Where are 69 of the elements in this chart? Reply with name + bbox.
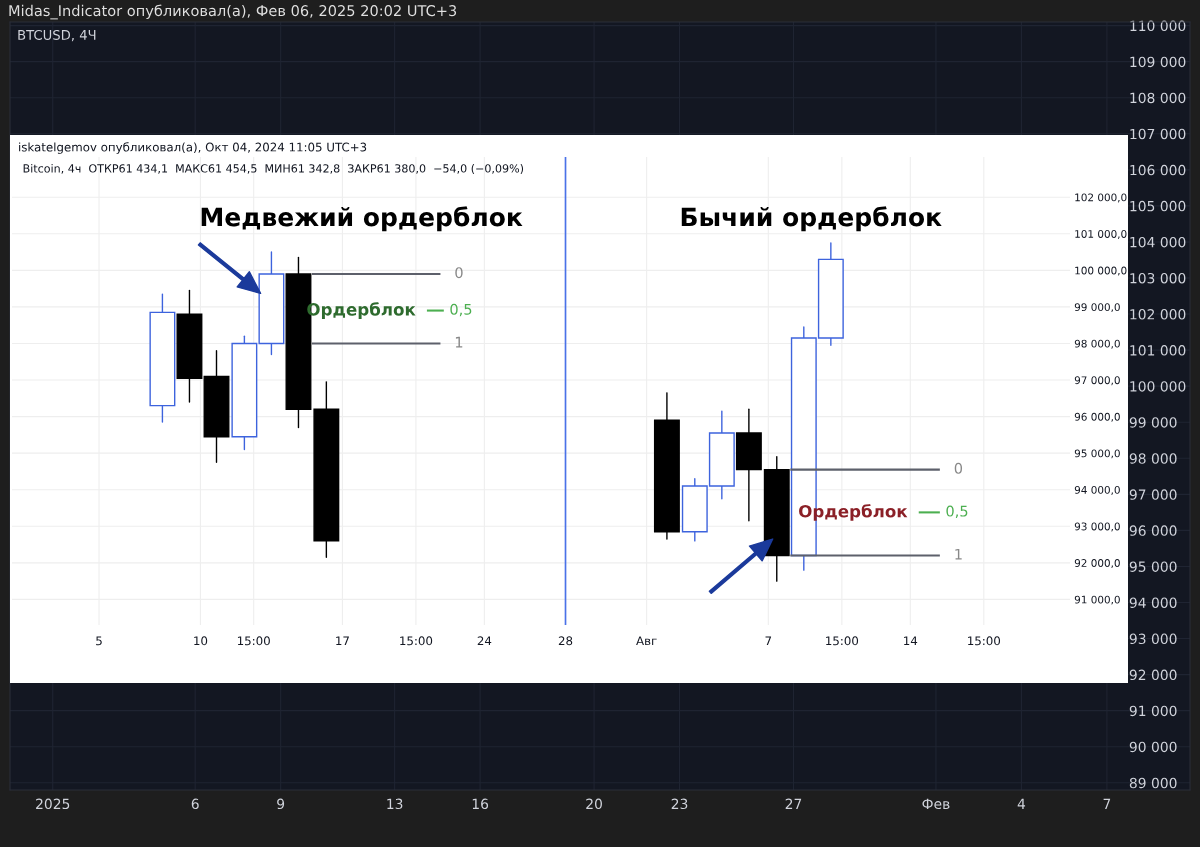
y-tick-label: 106 000 xyxy=(1130,164,1186,176)
chart-title: iskatelgemov опубликовал(а), Окт 04, 2024 11:05 UTC+3 xyxy=(19,142,367,154)
x-tick-label: 23 xyxy=(671,798,688,810)
y-tick-label: 102 000 xyxy=(1130,309,1186,320)
text: BTCUSD, 4Ч xyxy=(18,29,96,42)
x-tick-label: 28 xyxy=(558,636,573,646)
x-tick-label: Фев xyxy=(922,798,950,810)
y-tick-label: 94 000 xyxy=(1129,597,1177,608)
x-tick-label: 6 xyxy=(191,798,199,810)
x-tick-label: 16 xyxy=(472,798,489,810)
x-tick-label: 15:00 xyxy=(826,636,859,646)
x-tick-label: Авг xyxy=(636,636,657,646)
x-tick-label: 15:00 xyxy=(968,636,1001,646)
annotation: Медвежий ордерблок xyxy=(201,206,523,232)
y-tick-label: 91 000 xyxy=(1129,705,1177,717)
y-tick-label: 96 000,0 xyxy=(1074,412,1120,422)
x-tick-label: 15:00 xyxy=(237,636,270,646)
annotation: 0 xyxy=(455,267,463,279)
y-tick-label: 101 000 xyxy=(1130,345,1186,356)
y-tick-label: 95 000 xyxy=(1129,561,1177,572)
x-tick-label: 7 xyxy=(1103,798,1111,809)
y-tick-label: 91 000,0 xyxy=(1074,595,1120,605)
x-tick-label: 4 xyxy=(1017,798,1026,809)
y-tick-label: 99 000,0 xyxy=(1074,303,1120,313)
x-tick-label: 5 xyxy=(96,636,102,646)
x-tick-label: 13 xyxy=(387,798,403,810)
y-tick-label: 102 000,0 xyxy=(1075,193,1127,203)
y-tick-label: 93 000 xyxy=(1129,633,1177,645)
x-tick-label: 7 xyxy=(765,636,772,646)
y-tick-label: 98 000 xyxy=(1129,453,1177,464)
y-tick-label: 94 000,0 xyxy=(1074,485,1120,495)
y-tick-label: 93 000,0 xyxy=(1074,522,1120,532)
y-tick-label: 103 000 xyxy=(1130,272,1186,284)
y-tick-label: 109 000 xyxy=(1130,56,1186,68)
x-tick-label: 2025 xyxy=(36,798,70,810)
y-tick-label: 100 000 xyxy=(1130,381,1186,392)
y-tick-label: 89 000 xyxy=(1129,777,1177,789)
y-tick-label: 97 000 xyxy=(1129,489,1177,500)
y-tick-label: 97 000,0 xyxy=(1074,376,1120,386)
annotation: 0 xyxy=(954,462,963,474)
y-tick-label: 92 000 xyxy=(1129,669,1177,681)
y-tick-label: 96 000 xyxy=(1129,525,1177,536)
chart-title: Midas_Indicator опубликовал(а), Фев 06, 2025 20:02 UTC+3 xyxy=(9,4,457,20)
x-tick-label: 10 xyxy=(194,636,208,646)
text: Bitcoin, 4ч ОТКР61 434,1 МАКС61 454,5 МИН61 342,8 ЗАКР61 380,0 −54,0 (−0,09%) xyxy=(23,164,524,174)
x-tick-label: 15:00 xyxy=(400,636,433,646)
annotation: 0,5 xyxy=(450,303,472,317)
y-tick-label: 107 000 xyxy=(1130,128,1186,140)
annotation: 1 xyxy=(455,336,463,348)
y-tick-label: 110 000 xyxy=(1130,20,1186,32)
x-tick-label: 17 xyxy=(336,636,349,646)
x-tick-label: 27 xyxy=(785,798,802,809)
y-tick-label: 98 000,0 xyxy=(1074,339,1120,349)
y-tick-label: 100 000,0 xyxy=(1075,266,1127,276)
y-tick-label: 101 000,0 xyxy=(1075,230,1127,239)
y-tick-label: 95 000,0 xyxy=(1074,449,1120,459)
annotation: Бычий ордерблок xyxy=(681,206,942,232)
y-tick-label: 90 000 xyxy=(1129,741,1177,753)
y-tick-label: 99 000 xyxy=(1129,417,1177,428)
y-tick-label: 105 000 xyxy=(1130,200,1186,212)
x-tick-label: 20 xyxy=(586,798,602,810)
x-tick-label: 24 xyxy=(477,636,492,646)
y-tick-label: 108 000 xyxy=(1130,92,1186,104)
annotation: 0,5 xyxy=(946,505,968,519)
x-tick-label: 14 xyxy=(904,636,918,646)
x-tick-label: 9 xyxy=(277,798,285,810)
y-tick-label: 92 000,0 xyxy=(1074,559,1120,569)
annotation: 1 xyxy=(955,548,962,560)
y-tick-label: 104 000 xyxy=(1130,236,1186,248)
